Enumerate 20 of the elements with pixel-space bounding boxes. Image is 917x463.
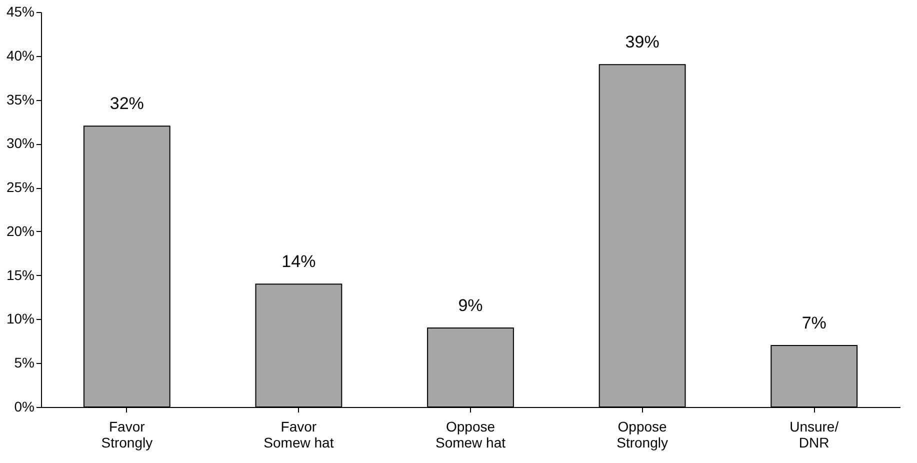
y-tick-label: 30% — [6, 135, 34, 152]
y-tick-label: 35% — [6, 91, 34, 108]
data-label: 39% — [625, 32, 660, 52]
x-tick-label: Favor Somew hat — [264, 418, 334, 450]
x-tick-label: Oppose Strongly — [616, 418, 668, 450]
y-tick-label: 25% — [6, 179, 34, 196]
x-tick-label: Favor Strongly — [101, 418, 153, 450]
y-tick-label: 15% — [6, 266, 34, 283]
y-tick-label: 20% — [6, 222, 34, 239]
x-tick-label: Oppose Somew hat — [435, 418, 506, 450]
data-label: 14% — [282, 252, 316, 272]
x-tick-label: Unsure/ DNR — [790, 418, 839, 450]
y-tick-label: 0% — [14, 398, 34, 414]
y-tick-label: 10% — [6, 310, 34, 327]
y-tick-label: 40% — [6, 47, 34, 64]
y-tick-label: 45% — [6, 4, 34, 20]
data-label: 32% — [110, 94, 144, 114]
y-tick-label: 5% — [14, 354, 34, 371]
data-label: 9% — [458, 296, 483, 315]
data-label: 7% — [802, 314, 826, 333]
